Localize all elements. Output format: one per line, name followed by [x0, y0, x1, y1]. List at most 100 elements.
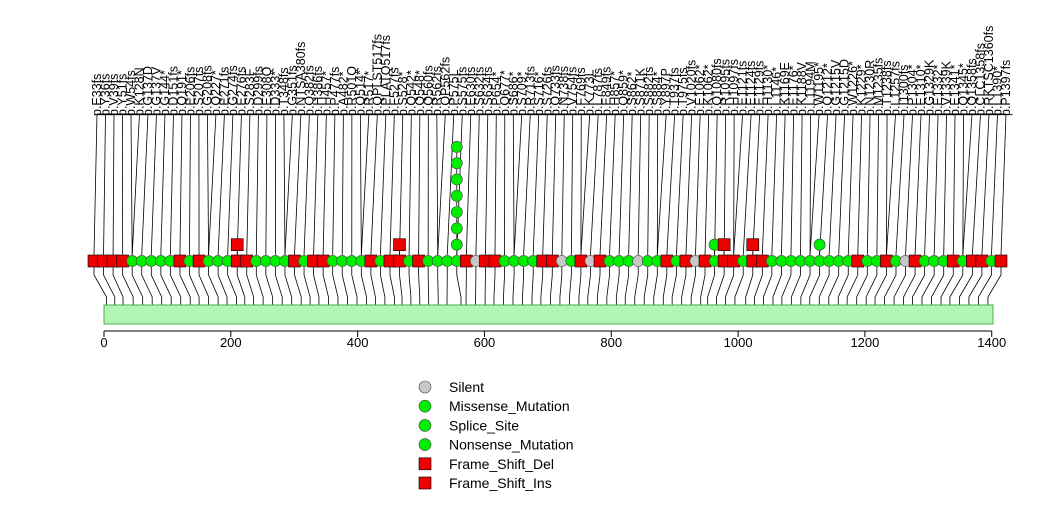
label-stem: [485, 113, 489, 256]
mutation-label: p.N738fs: [557, 66, 571, 116]
label-stem: [800, 113, 803, 256]
mutation-marker-missense-mutation: [450, 222, 463, 235]
label-stem: [512, 113, 515, 256]
mutation-marker-frame-shift-del: [994, 254, 1008, 268]
mutation-label: p.R1095fs: [719, 59, 733, 116]
mutation-marker-frame-shift-del: [230, 238, 244, 251]
mutation-marker-missense-mutation: [813, 238, 826, 251]
label-stem: [580, 113, 591, 256]
mutation-label: p.T975fs: [676, 67, 690, 116]
label-stem: [809, 113, 820, 256]
x-tick-label: 0: [100, 335, 107, 350]
mutation-label: p.S575fs: [455, 67, 469, 116]
label-stem: [532, 113, 540, 256]
mutation-label: p.T348fs: [277, 67, 291, 116]
label-stem: [408, 113, 412, 256]
mutation-label: p.PLATQ517fs: [379, 35, 393, 116]
mutation-label: p.E271fs: [217, 67, 231, 116]
label-stems: [93, 113, 1007, 256]
label-stem: [475, 113, 480, 256]
mutation-label: p.E206fs: [183, 67, 197, 116]
mutation-label: p.S709*: [515, 71, 529, 116]
mutation-label: p.V1020fs: [685, 60, 699, 116]
x-tick-label: 800: [600, 335, 622, 350]
legend-label: Silent: [449, 379, 484, 395]
label-stem: [446, 113, 455, 256]
mutation-label: p.P575L: [447, 69, 461, 116]
mutation-label: p.L1194M: [804, 61, 818, 116]
mutation-label: p.R501Q: [345, 66, 359, 116]
label-stem: [465, 113, 472, 256]
mutation-label: p.QP562fs: [438, 57, 452, 116]
label-stem: [981, 113, 990, 256]
x-tick-label: 600: [474, 335, 496, 350]
mutation-label: p.K1062*: [702, 64, 716, 116]
mutation-label: p.P477fs: [328, 67, 342, 116]
label-stem: [283, 113, 286, 256]
label-stem: [609, 113, 616, 256]
legend-label: Splice_Site: [449, 417, 519, 433]
mutation-label: p.E1310*: [914, 64, 928, 116]
mutation-label: p.G137D: [141, 66, 155, 116]
label-stem: [341, 113, 344, 256]
mutation-label: p.G351fs: [285, 65, 299, 116]
mutation-label: p.Q514*: [353, 70, 367, 116]
label-stem: [303, 113, 310, 256]
mutation-label: p.W54fs: [124, 70, 138, 116]
mutation-label: p.E1124fs: [744, 61, 758, 116]
mutation-label: p.M1235fs: [872, 58, 886, 116]
x-tick-label: 1000: [724, 335, 753, 350]
label-stem: [389, 113, 395, 256]
mutation-label: p.D151fs: [166, 66, 180, 116]
mutation-label: p.S862*: [625, 71, 639, 116]
mutation-labels: p.E33fsp.Y36fsp.V39fsp.Y51fsp.W54fsp.K12…: [90, 26, 1013, 116]
label-stem: [313, 113, 319, 256]
label-stem: [637, 113, 642, 256]
label-stem: [914, 113, 922, 256]
legend-label: Frame_Shift_Del: [449, 456, 554, 472]
label-stem: [570, 113, 574, 256]
label-stem: [933, 113, 939, 256]
mutation-label: p.Q677*: [498, 70, 512, 116]
label-stem: [370, 113, 378, 256]
mutation-label: p.G137V: [149, 66, 163, 116]
mutation-marker-frame-shift-del: [717, 238, 731, 251]
label-stem: [819, 113, 828, 256]
mutation-label: p.W1226*: [846, 61, 860, 116]
mutation-marker-missense-mutation: [450, 189, 463, 202]
mutation-label: p.Q733fs: [549, 65, 563, 116]
label-stem: [227, 113, 234, 256]
mutation-label: p.H457*: [319, 71, 333, 116]
mutation-label: p.Q859*: [617, 70, 631, 116]
mutation-label: p.V39fs: [107, 74, 121, 116]
mutation-label: p.H857*: [608, 71, 622, 116]
label-stem: [131, 113, 140, 256]
mutation-label: p.K1169E: [778, 62, 792, 116]
mutation-label: p.G1215D: [838, 59, 852, 116]
mutation-label: p.QPLST517fs: [370, 34, 384, 116]
mutation-label: p.K1229*: [855, 64, 869, 116]
mutation-label: p.S634fs: [481, 67, 495, 116]
label-stem: [360, 113, 370, 256]
mutation-label: p.E308Q: [260, 66, 274, 116]
label-stem: [255, 113, 259, 256]
label-stem: [781, 113, 786, 256]
label-stem: [436, 113, 439, 256]
label-stem: [1000, 113, 1007, 256]
mutation-label: p.T1238fs: [880, 60, 894, 116]
label-stem: [905, 113, 913, 256]
mutation-label: p.S726fs: [540, 67, 554, 116]
mutation-label: p.S871K: [634, 67, 648, 116]
mutation-label: p.V754fs: [566, 67, 580, 116]
label-stem: [704, 113, 710, 256]
label-stem: [714, 113, 718, 256]
mutation-label: p.N1230R: [863, 60, 877, 116]
legend: Silent Missense_Mutation Splice_Site Nonsen…: [418, 379, 574, 491]
mutation-marker-frame-shift-del: [393, 238, 406, 251]
mutation-label: p.Y36fs: [98, 74, 112, 116]
label-stem: [322, 113, 327, 256]
label-stem: [179, 113, 183, 256]
label-stem: [141, 113, 149, 256]
label-stem: [828, 113, 837, 256]
